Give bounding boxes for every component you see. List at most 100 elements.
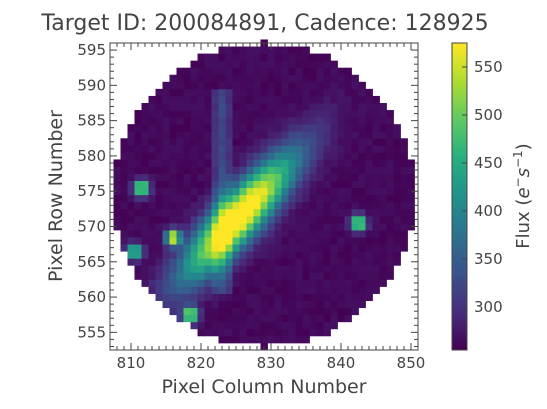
heatmap-pixel bbox=[358, 230, 366, 238]
heatmap-pixel bbox=[344, 251, 352, 259]
heatmap-pixel bbox=[162, 110, 170, 118]
heatmap-pixel bbox=[190, 251, 198, 259]
heatmap-pixel bbox=[169, 279, 177, 287]
heatmap-pixel bbox=[176, 74, 184, 83]
heatmap-pixel bbox=[372, 215, 380, 224]
heatmap-pixel bbox=[232, 180, 240, 189]
heatmap-pixel bbox=[274, 60, 282, 69]
heatmap-pixel bbox=[358, 293, 366, 301]
heatmap-pixel bbox=[302, 335, 310, 344]
heatmap-pixel bbox=[309, 131, 317, 139]
heatmap-pixel bbox=[337, 95, 345, 104]
heatmap-pixel bbox=[169, 88, 177, 97]
heatmap-pixel bbox=[162, 194, 170, 203]
heatmap-pixel bbox=[197, 95, 205, 104]
heatmap-pixel bbox=[190, 244, 198, 252]
heatmap-pixel bbox=[246, 321, 254, 330]
heatmap-pixel bbox=[190, 173, 198, 182]
heatmap-pixel bbox=[253, 222, 261, 231]
heatmap-pixel bbox=[267, 279, 275, 287]
heatmap-pixel bbox=[225, 222, 233, 231]
heatmap-pixel bbox=[372, 159, 380, 167]
heatmap-pixel bbox=[162, 124, 170, 132]
heatmap-pixel bbox=[169, 95, 177, 104]
x-tick-label: 810 bbox=[117, 354, 146, 372]
heatmap-pixel bbox=[204, 117, 212, 125]
heatmap-pixel bbox=[253, 265, 261, 273]
heatmap-pixel bbox=[246, 159, 254, 167]
heatmap-pixel bbox=[337, 286, 345, 294]
heatmap-pixel bbox=[365, 145, 373, 153]
heatmap-pixel bbox=[225, 145, 233, 153]
heatmap-pixel bbox=[190, 60, 198, 69]
heatmap-pixel bbox=[330, 173, 338, 182]
heatmap-pixel bbox=[295, 222, 303, 231]
heatmap-pixel bbox=[204, 307, 212, 316]
heatmap-pixel bbox=[225, 272, 233, 280]
heatmap-pixel bbox=[295, 307, 303, 316]
heatmap-pixel bbox=[211, 110, 219, 118]
heatmap-pixel bbox=[246, 138, 254, 146]
heatmap-pixel bbox=[218, 328, 226, 337]
heatmap-pixel bbox=[316, 110, 324, 118]
heatmap-pixel bbox=[190, 258, 198, 266]
heatmap-pixel bbox=[183, 159, 191, 167]
heatmap-pixel bbox=[351, 95, 359, 104]
heatmap-pixel bbox=[302, 307, 310, 316]
heatmap-pixel bbox=[386, 173, 394, 182]
heatmap-pixel bbox=[400, 187, 408, 196]
y-tick-label: 565 bbox=[77, 253, 106, 271]
heatmap-pixel bbox=[379, 180, 387, 189]
heatmap-pixel bbox=[267, 117, 275, 125]
heatmap-pixel bbox=[120, 230, 128, 238]
heatmap-pixel bbox=[141, 102, 149, 111]
heatmap-pixel bbox=[176, 180, 184, 189]
heatmap-pixel bbox=[134, 131, 142, 139]
heatmap-pixel bbox=[351, 138, 359, 146]
heatmap-pixel bbox=[309, 258, 317, 266]
heatmap-pixel bbox=[134, 152, 142, 160]
heatmap-pixel bbox=[155, 138, 163, 146]
heatmap-pixel bbox=[162, 187, 170, 196]
heatmap-pixel bbox=[134, 194, 142, 203]
heatmap-pixel bbox=[309, 187, 317, 196]
heatmap-pixel bbox=[148, 110, 156, 118]
heatmap-pixel bbox=[218, 230, 226, 238]
heatmap-pixel bbox=[239, 180, 247, 189]
heatmap-pixel bbox=[365, 173, 373, 182]
heatmap-pixel bbox=[260, 251, 268, 259]
heatmap-pixel bbox=[204, 67, 212, 76]
heatmap-pixel bbox=[120, 159, 128, 167]
heatmap-pixel bbox=[323, 81, 331, 90]
heatmap-pixel bbox=[225, 131, 233, 139]
heatmap-pixel bbox=[239, 138, 247, 146]
heatmap-pixel bbox=[253, 152, 261, 160]
heatmap-pixel bbox=[169, 131, 177, 139]
heatmap-pixel bbox=[113, 215, 121, 224]
heatmap-pixel bbox=[288, 208, 296, 217]
heatmap-pixel bbox=[218, 335, 226, 344]
heatmap-pixel bbox=[246, 53, 254, 62]
heatmap-pixel bbox=[393, 180, 401, 189]
heatmap-pixel bbox=[379, 215, 387, 224]
heatmap-pixel bbox=[120, 222, 128, 231]
heatmap-pixel bbox=[246, 201, 254, 210]
heatmap-pixel bbox=[302, 88, 310, 97]
heatmap-pixel bbox=[218, 201, 226, 210]
heatmap-pixel bbox=[176, 124, 184, 132]
heatmap-pixel bbox=[190, 124, 198, 132]
heatmap-pixel bbox=[169, 145, 177, 153]
heatmap-pixel bbox=[295, 180, 303, 189]
heatmap-pixel bbox=[330, 102, 338, 111]
heatmap-pixel bbox=[309, 230, 317, 238]
heatmap-pixel bbox=[232, 67, 240, 76]
heatmap-pixel bbox=[239, 145, 247, 153]
heatmap-pixel bbox=[358, 180, 366, 189]
heatmap-pixel bbox=[246, 265, 254, 273]
heatmap-pixel bbox=[344, 314, 352, 323]
heatmap-pixel bbox=[274, 230, 282, 238]
heatmap-pixel bbox=[232, 300, 240, 309]
heatmap-pixel bbox=[225, 46, 233, 54]
heatmap-pixel bbox=[379, 131, 387, 139]
heatmap-pixel bbox=[372, 131, 380, 139]
